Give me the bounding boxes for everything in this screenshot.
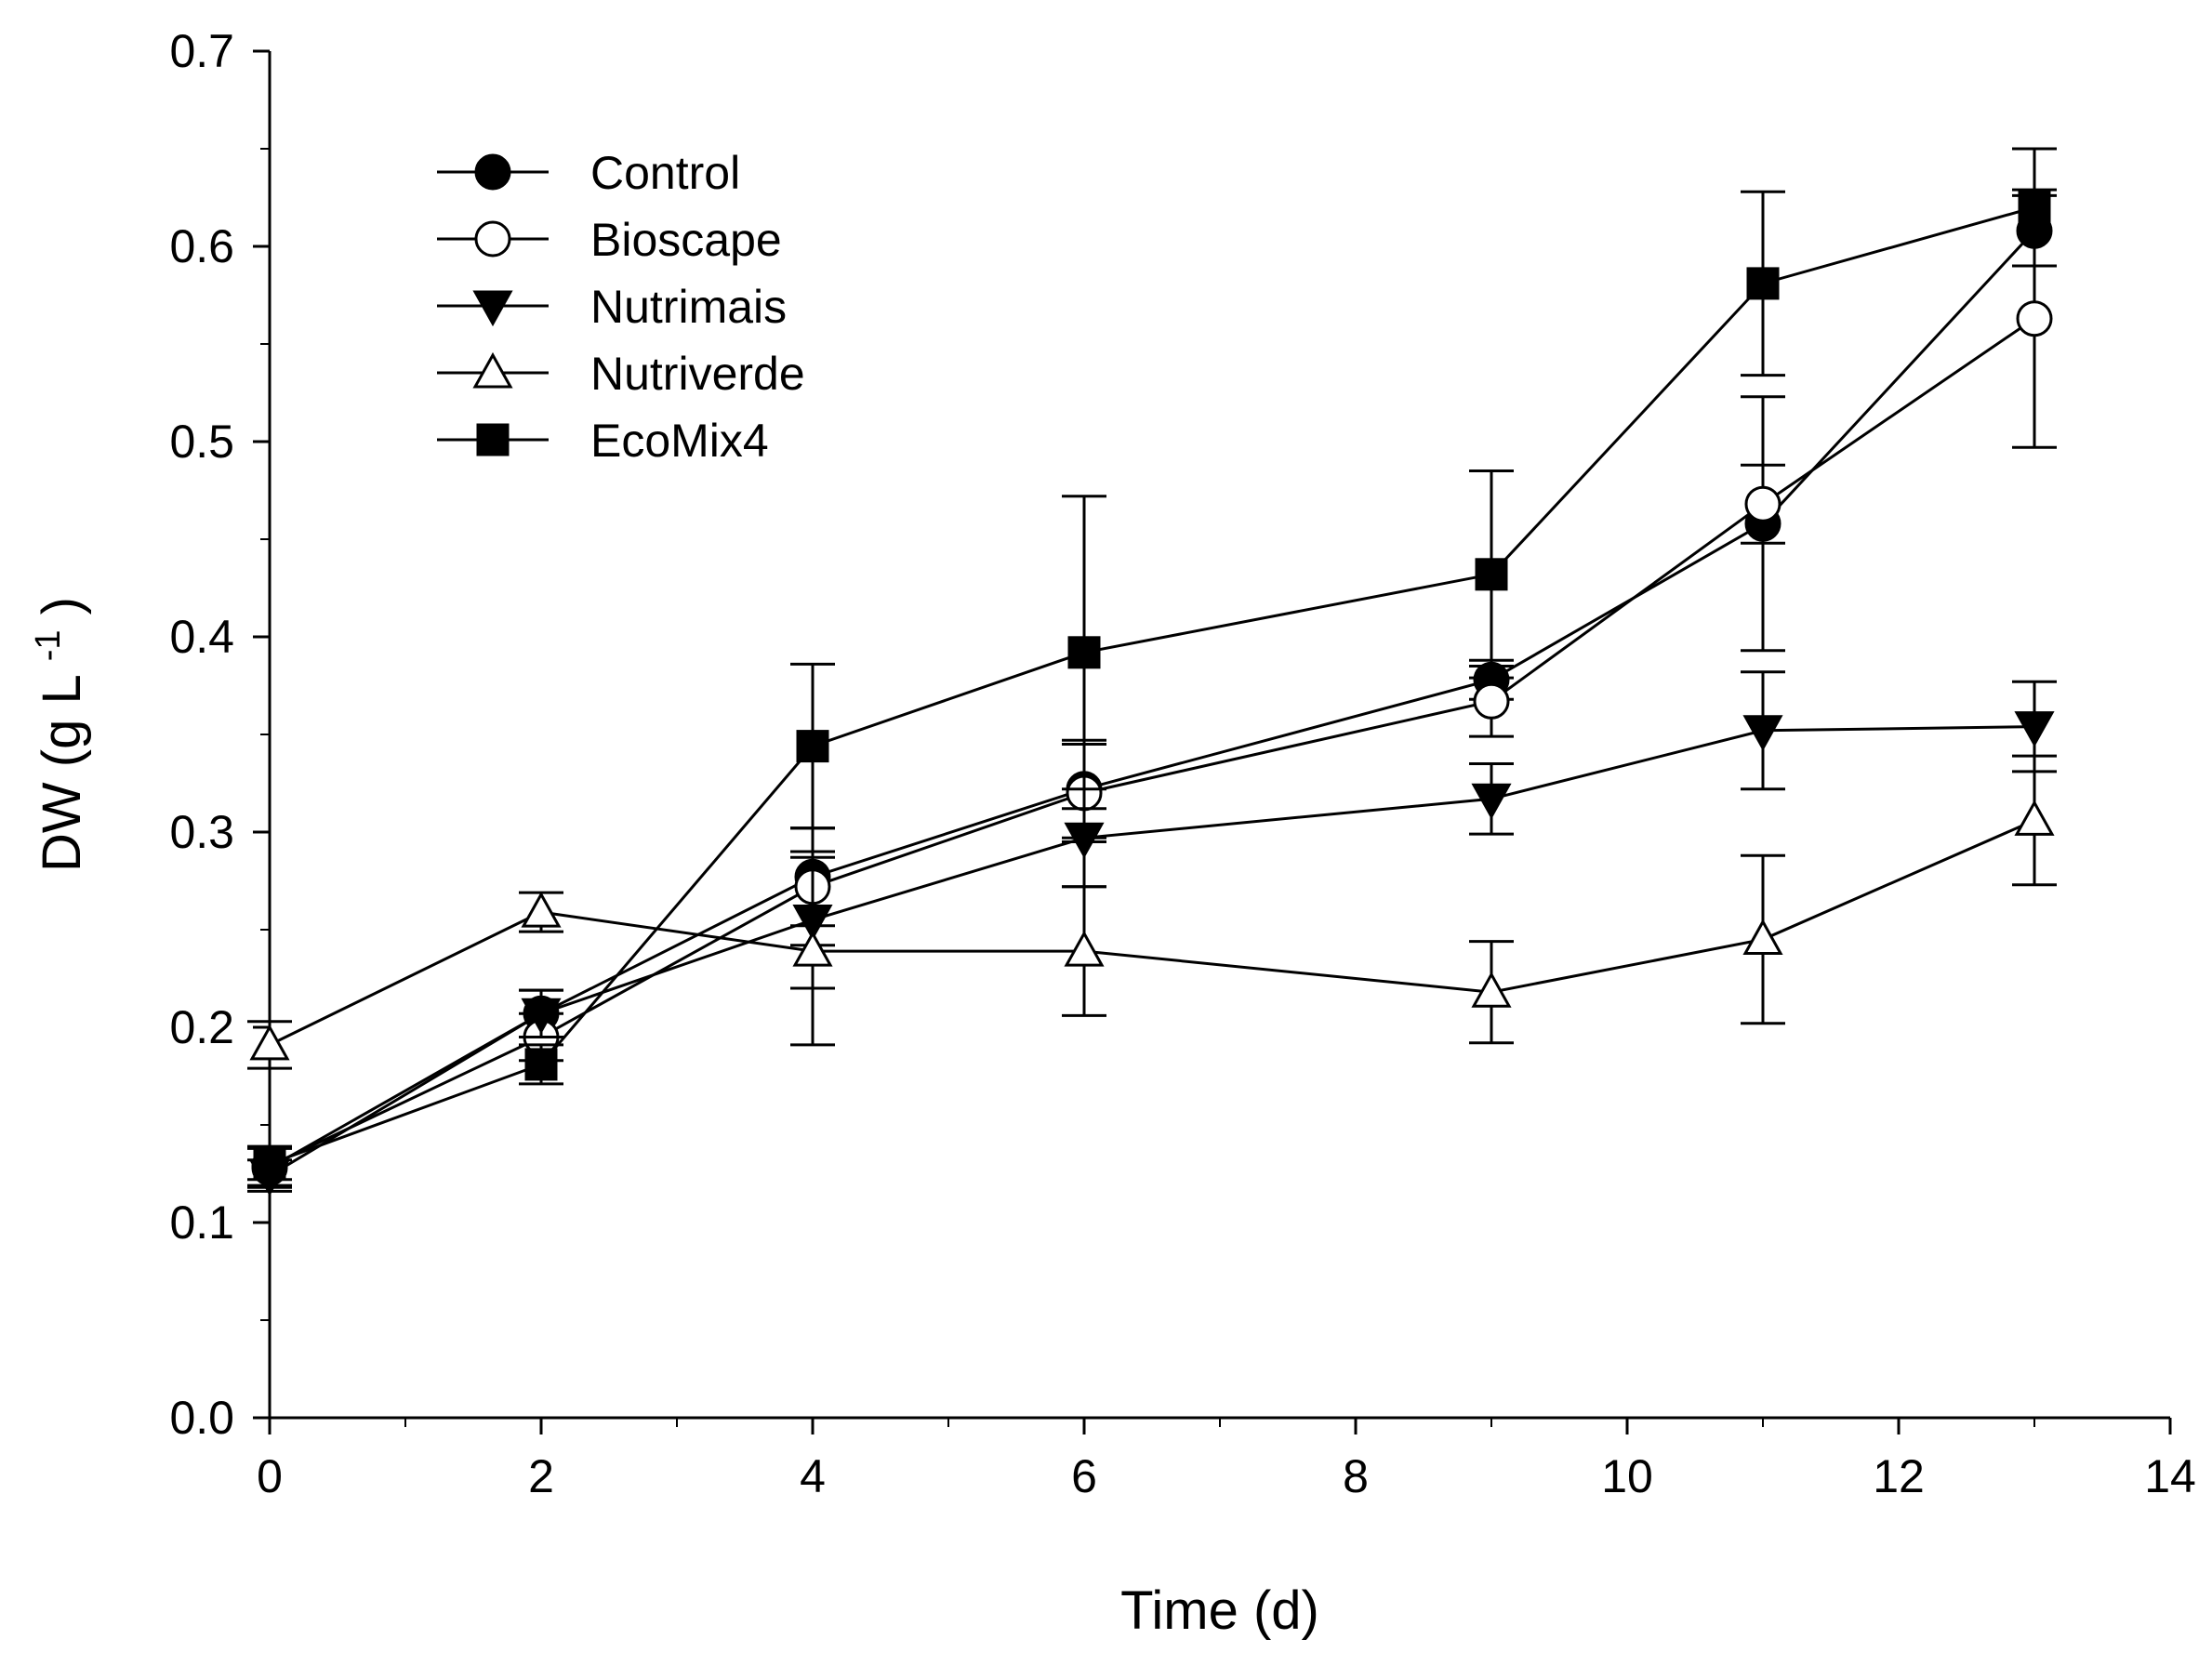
y-tick-label: 0.5	[169, 416, 234, 468]
y-tick-label: 0.7	[169, 25, 234, 77]
legend-marker	[472, 290, 513, 327]
data-point	[1064, 822, 1105, 859]
data-point	[2014, 711, 2055, 747]
legend-label: Bioscape	[590, 214, 782, 266]
y-tick-label: 0.2	[169, 1001, 234, 1053]
legend-marker	[472, 351, 513, 389]
y-tick-label: 0.3	[169, 806, 234, 858]
data-point	[1475, 558, 1508, 591]
legend-marker	[476, 423, 510, 456]
legend-marker	[474, 153, 511, 191]
data-point	[521, 998, 562, 1035]
x-tick-label: 2	[528, 1450, 554, 1502]
data-point	[2016, 300, 2053, 337]
legend-item-bioscape: Bioscape	[437, 214, 782, 266]
legend: Control Bioscape Nutrimais Nutriverde EcoMix…	[437, 147, 805, 467]
y-axis-title: DW (g L -1 )	[11, 597, 92, 872]
legend-label: Nutrimais	[590, 281, 787, 333]
data-point	[524, 1048, 558, 1081]
y-axis-title-close: )	[32, 597, 92, 615]
series-control	[247, 193, 2057, 1189]
data-point	[1742, 919, 1783, 955]
data-point	[1067, 636, 1101, 669]
series-nutrimais	[247, 670, 2057, 1196]
x-tick-label: 14	[2144, 1450, 2196, 1502]
data-point	[1471, 783, 1512, 820]
x-tick-label: 12	[1873, 1450, 1925, 1502]
legend-item-nutrimais: Nutrimais	[437, 281, 787, 333]
data-point	[796, 730, 829, 763]
series-ecomix4	[247, 147, 2057, 1182]
y-tick-label: 0.1	[169, 1196, 234, 1249]
data-point	[1064, 931, 1105, 967]
series-bioscape	[247, 188, 2057, 1187]
legend-item-ecomix4: EcoMix4	[437, 415, 769, 467]
x-tick-label: 0	[257, 1450, 283, 1502]
legend-label: Nutriverde	[590, 348, 805, 400]
y-tick-label: 0.4	[169, 611, 234, 663]
x-tick-label: 4	[800, 1450, 826, 1502]
y-tick-label: 0.0	[169, 1392, 234, 1444]
series-group	[247, 147, 2057, 1196]
data-point	[249, 1024, 290, 1061]
legend-item-nutriverde: Nutriverde	[437, 348, 805, 400]
legend-label: Control	[590, 147, 740, 199]
x-tick-label: 8	[1343, 1450, 1369, 1502]
data-point	[792, 931, 833, 967]
data-point	[2014, 800, 2055, 836]
data-point	[1744, 485, 1782, 522]
data-point	[1473, 682, 1510, 720]
x-tick-label: 6	[1071, 1450, 1097, 1502]
legend-item-control: Control	[437, 147, 740, 199]
data-point	[1746, 267, 1780, 300]
y-axis-title-superscript: -1	[29, 629, 68, 661]
data-point	[253, 1147, 286, 1181]
series-nutriverde	[247, 754, 2057, 1070]
y-tick-label: 0.6	[169, 220, 234, 272]
x-tick-label: 10	[1601, 1450, 1653, 1502]
axes: 0 2 4 6 8 10 12 14 0.0 0.1 0.2 0.3 0.4 0.5 0.6 0.7	[169, 25, 2195, 1502]
legend-label: EcoMix4	[590, 415, 769, 467]
data-point	[1471, 972, 1512, 1008]
legend-marker	[474, 220, 511, 258]
data-point	[2018, 191, 2051, 224]
data-point	[1742, 715, 1783, 751]
x-axis-title: Time (d)	[1120, 1580, 1319, 1641]
y-axis-title-main: DW (g L	[32, 676, 92, 872]
data-point	[521, 892, 562, 928]
